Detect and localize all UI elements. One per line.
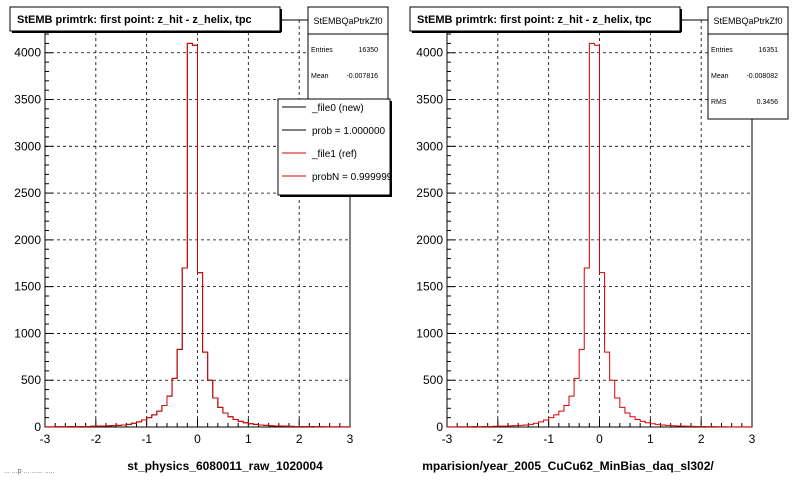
y-tick-label: 0	[436, 420, 443, 434]
y-tick-label: 500	[21, 373, 41, 387]
stats-label: Mean	[711, 73, 729, 80]
x-tick-label: -3	[40, 432, 51, 446]
x-axis-label: st_physics_6080011_raw_1020004	[127, 459, 323, 473]
y-tick-label: 1500	[14, 280, 41, 294]
legend-label: _file1 (ref)	[311, 149, 357, 160]
x-tick-label: -1	[543, 432, 554, 446]
stats-title: StEMBQaPtrkZf0	[313, 16, 382, 26]
legend-label: probN = 0.999999	[312, 172, 393, 183]
x-tick-label: 3	[749, 432, 756, 446]
x-tick-label: 0	[596, 432, 603, 446]
x-tick-label: -2	[90, 432, 101, 446]
legend-box	[277, 98, 391, 196]
x-tick-label: -2	[492, 432, 503, 446]
y-tick-label: 3000	[416, 139, 443, 153]
chart-title: StEMB primtrk: first point: z_hit - z_he…	[417, 14, 652, 26]
stats-value: -0.008082	[746, 73, 778, 80]
legend-label: _file0 (new)	[311, 103, 364, 114]
y-tick-label: 0	[34, 420, 41, 434]
x-tick-label: 0	[194, 432, 201, 446]
chart-title: StEMB primtrk: first point: z_hit - z_he…	[17, 14, 252, 26]
y-tick-label: 2000	[416, 233, 443, 247]
x-tick-label: 2	[698, 432, 705, 446]
title-box	[409, 6, 681, 32]
chart-panel-1: -3 -2 -1 0 1 2 3 0 500 1000 1500 2000 2500 3000 3500 40…	[9, 6, 393, 473]
x-tick-label: 3	[347, 432, 354, 446]
stats-title: StEMBQaPtrkZf0	[713, 16, 782, 26]
y-tick-label: 1500	[416, 280, 443, 294]
stats-label: RMS	[711, 99, 727, 106]
title-box	[9, 6, 281, 32]
x-tick-label: 1	[647, 432, 654, 446]
y-tick-label: 2500	[416, 186, 443, 200]
chart-panel-2: -3 -2 -1 0 1 2 3 0 500 1000 1500 2000 2500 3000 3500 40…	[409, 6, 789, 473]
y-tick-label: 500	[423, 373, 443, 387]
x-tick-label: -3	[442, 432, 453, 446]
y-tick-label: 3000	[14, 139, 41, 153]
y-tick-label: 4000	[14, 46, 41, 60]
legend-label: prob = 1.000000	[312, 126, 386, 137]
y-tick-label: 3500	[416, 93, 443, 107]
stats-label: Mean	[311, 73, 329, 80]
stats-value: -0.007816	[346, 73, 378, 80]
y-tick-label: 1000	[416, 326, 443, 340]
y-tick-label: 3500	[14, 93, 41, 107]
stats-label: Entries	[311, 47, 333, 54]
histogram-series-1	[447, 42, 752, 428]
x-tick-label: -1	[141, 432, 152, 446]
x-axis-label: mparision/year_2005_CuCu62_MinBias_daq_s…	[422, 459, 714, 473]
y-tick-label: 4000	[416, 46, 443, 60]
stats-box	[707, 6, 789, 120]
y-tick-label: 1000	[14, 326, 41, 340]
x-tick-label: 2	[296, 432, 303, 446]
stats-value: 16350	[359, 47, 379, 54]
stats-value: 0.3456	[757, 99, 779, 106]
footer-text: ... ...p ... ...... .....	[4, 468, 55, 475]
histogram-series-2	[45, 42, 350, 428]
y-tick-label: 2500	[14, 186, 41, 200]
stats-label: Entries	[711, 47, 733, 54]
y-tick-label: 2000	[14, 233, 41, 247]
stats-value: 16351	[759, 47, 779, 54]
x-tick-label: 1	[245, 432, 252, 446]
